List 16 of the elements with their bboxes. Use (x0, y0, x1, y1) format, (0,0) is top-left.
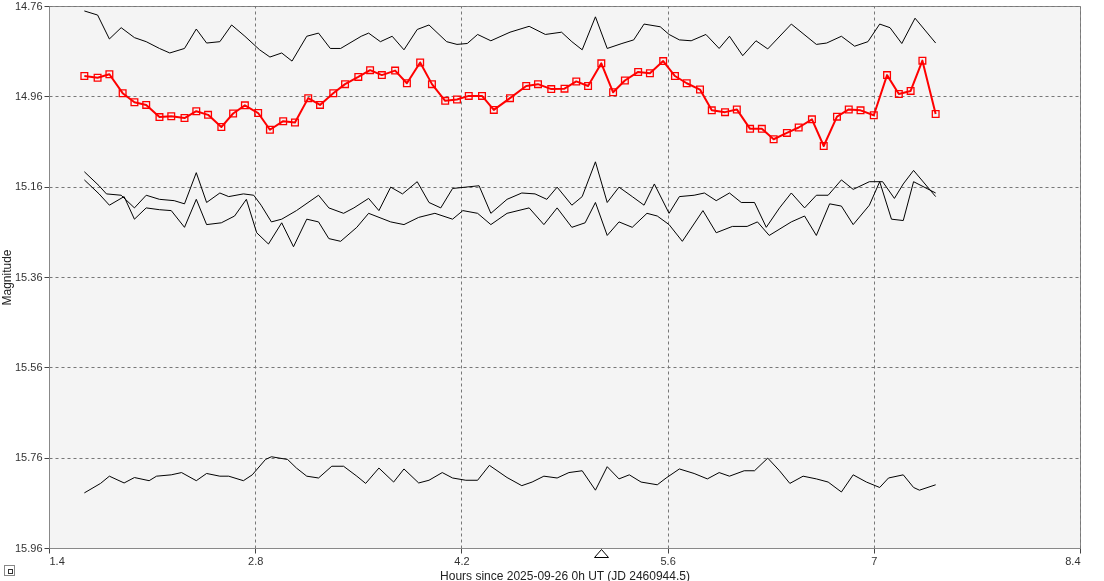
y-tick-label: 15.96 (14, 541, 43, 554)
y-tick-label: 14.96 (14, 89, 43, 102)
y-tick-label: 14.76 (14, 0, 43, 12)
y-axis-title: Magnitude (0, 249, 14, 306)
x-tick-label: 4.2 (454, 554, 470, 567)
x-tick-label: 8.4 (1065, 554, 1081, 567)
line-series (83, 10, 937, 62)
x-tick-label: 7 (871, 554, 878, 567)
y-tick-label: 15.56 (14, 360, 43, 373)
y-tick-label: 15.36 (14, 270, 43, 283)
line-series (83, 456, 937, 494)
y-tick-label: 15.76 (14, 451, 43, 464)
x-tick-label: 1.4 (49, 554, 65, 567)
y-tick-label: 15.16 (14, 180, 43, 193)
x-tick-label: 5.6 (660, 554, 676, 567)
x-tick-label: 2.8 (248, 554, 264, 567)
